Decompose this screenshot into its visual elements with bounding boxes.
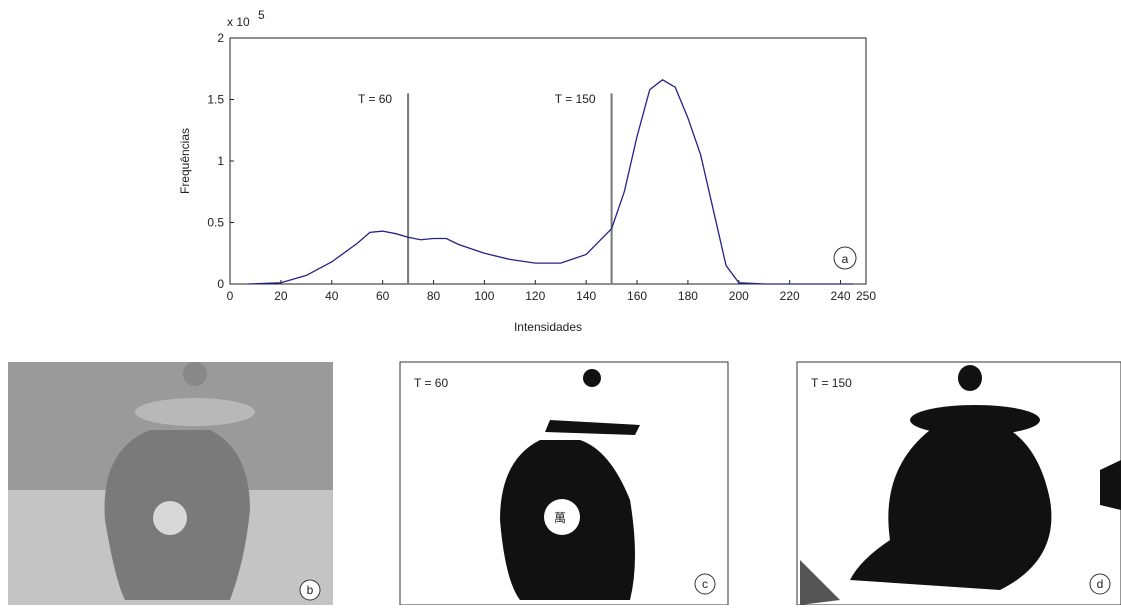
x-tick-label: 40 <box>325 289 339 303</box>
y-exponent-power: 5 <box>258 8 265 22</box>
x-tick-label: 250 <box>856 289 876 303</box>
panel-label: d <box>1097 577 1104 591</box>
x-tick-label: 120 <box>525 289 545 303</box>
x-axis-label: Intensidades <box>514 320 582 334</box>
x-tick-label: 200 <box>729 289 749 303</box>
histogram-chart: x 10 5 Intensidades Frequências 0 20 40 60 8… <box>178 8 876 334</box>
svg-text:萬: 萬 <box>554 511 566 525</box>
y-axis-label: Frequências <box>178 128 192 194</box>
x-tick-label: 180 <box>678 289 698 303</box>
x-tick-label: 80 <box>427 289 441 303</box>
y-tick-label: 2 <box>217 31 224 45</box>
panel-label: c <box>702 577 708 591</box>
threshold-panel: 萬 T = 60 c <box>399 361 729 606</box>
plot-frame <box>229 37 867 285</box>
panel-caption: T = 150 <box>811 376 852 390</box>
histogram-line <box>247 79 854 285</box>
x-tick-label: 0 <box>227 289 234 303</box>
panel-caption: T = 60 <box>414 376 448 390</box>
x-tick-label: 160 <box>627 289 647 303</box>
x-tick-label: 20 <box>274 289 288 303</box>
threshold-panel: T = 150 d <box>796 361 1121 606</box>
y-tick-label: 0.5 <box>207 216 224 230</box>
y-exponent: x 10 <box>227 15 250 29</box>
x-tick-label: 240 <box>831 289 851 303</box>
panel-label: b <box>307 583 314 597</box>
x-tick-label: 220 <box>780 289 800 303</box>
y-tick-label: 0 <box>217 277 224 291</box>
y-tick-label: 1.5 <box>207 93 224 107</box>
panel-label: a <box>842 252 849 266</box>
x-tick-label: 60 <box>376 289 390 303</box>
photo-panel: b <box>8 362 333 605</box>
panel-label-circle <box>833 246 857 270</box>
x-tick-label: 100 <box>474 289 494 303</box>
threshold-label: T = 150 <box>555 92 596 106</box>
threshold-label: T = 60 <box>358 92 392 106</box>
x-tick-label: 140 <box>576 289 596 303</box>
y-tick-label: 1 <box>217 154 224 168</box>
